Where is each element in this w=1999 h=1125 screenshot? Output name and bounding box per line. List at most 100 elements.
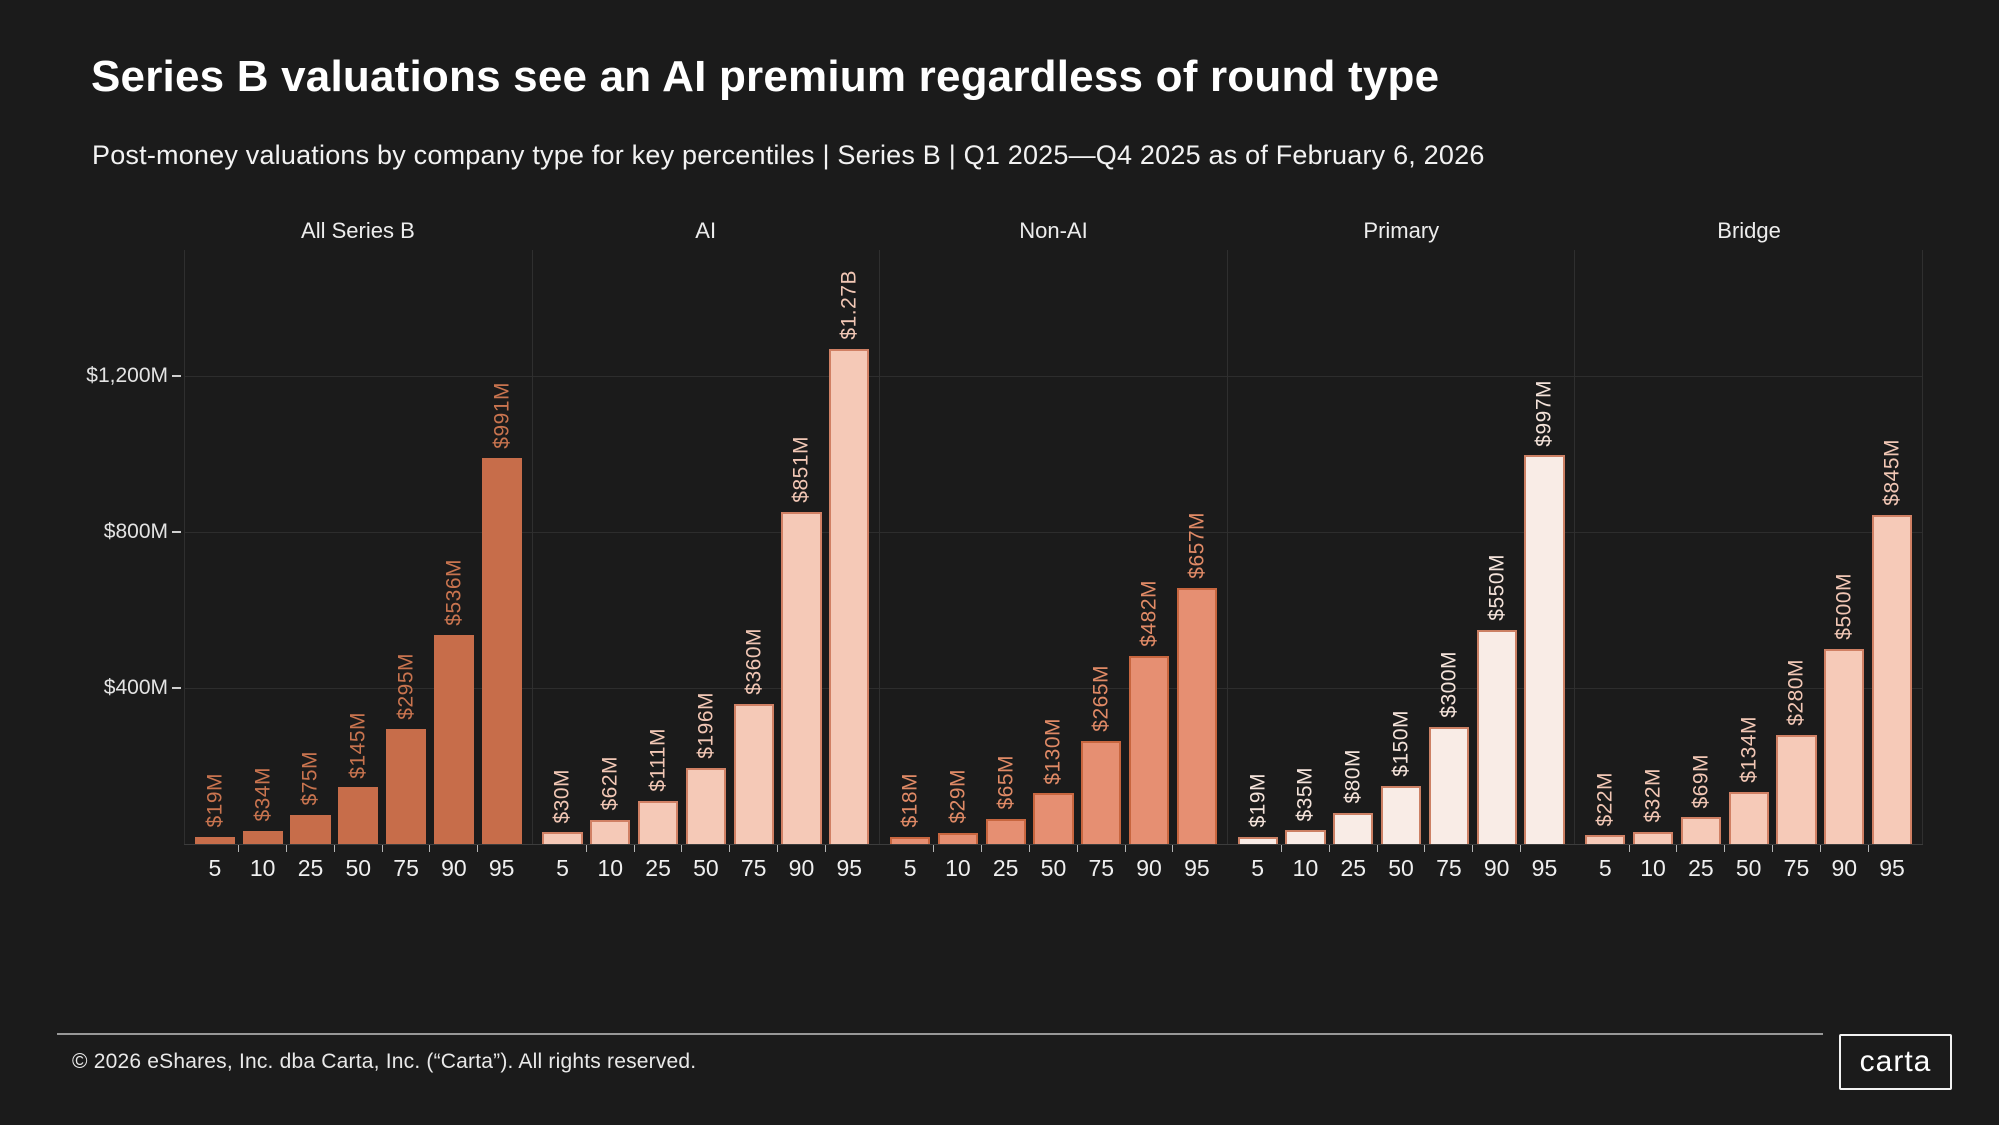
x-axis-tick <box>1676 845 1678 852</box>
bar-non-ai-p5 <box>890 836 931 844</box>
bar-slot: $845M 95 <box>1867 250 1916 881</box>
bar-value-label: $280M <box>1784 659 1808 726</box>
bar-primary-p50 <box>1380 785 1422 844</box>
percentile-label: 90 <box>1831 855 1858 881</box>
bar-value-label: $295M <box>394 653 418 720</box>
x-axis-tick <box>1328 845 1330 852</box>
panel-all-series-b: $19M 5 $34M 10 $75M 25 $145M 50 $295M 75 $536M 90 $9… <box>184 250 532 881</box>
bar-value-label: $550M <box>1485 553 1509 621</box>
percentile-label: 95 <box>1184 855 1210 881</box>
bar-slot: $32M 10 <box>1628 250 1677 881</box>
panel-primary: $19M 5 $35M 10 $80M 25 $150M 50 $300M 75 $550M 90 $9… <box>1226 250 1575 881</box>
bar-all-series-b-p10 <box>242 830 283 844</box>
bar-bridge-p75 <box>1776 734 1817 844</box>
percentile-label: 10 <box>597 855 624 881</box>
bar-value-label: $62M <box>598 756 622 811</box>
x-axis-tick <box>1281 845 1283 852</box>
x-axis-tick <box>681 845 683 852</box>
x-axis-tick <box>1472 845 1474 852</box>
x-axis-tick <box>1172 845 1174 852</box>
bar-value-label: $130M <box>1041 717 1065 785</box>
bar-value-label: $34M <box>251 767 275 822</box>
group-header-primary: Primary <box>1363 218 1440 243</box>
percentile-label: 25 <box>1688 855 1714 881</box>
percentile-label: 75 <box>1088 855 1115 881</box>
percentile-label: 95 <box>1531 855 1558 881</box>
bar-value-label: $482M <box>1137 580 1161 648</box>
bar-non-ai-p50 <box>1033 793 1074 844</box>
percentile-label: 5 <box>208 855 222 881</box>
x-axis-tick <box>429 845 431 852</box>
bar-all-series-b-p5 <box>194 836 235 844</box>
x-axis-tick <box>333 845 335 852</box>
percentile-label: 10 <box>249 855 276 881</box>
percentile-label: 5 <box>556 855 569 881</box>
bar-slot: $295M 75 <box>381 250 430 881</box>
percentile-label: 50 <box>345 855 372 881</box>
group-header-row: All Series B AI Non-AI Primary Bridge <box>184 218 1923 248</box>
bar-slot: $75M 25 <box>286 250 335 881</box>
bar-all-series-b-p75 <box>386 728 427 844</box>
percentile-label: 10 <box>1640 855 1666 881</box>
bar-non-ai-p95 <box>1176 587 1217 844</box>
bar-slot: $62M 10 <box>585 250 634 881</box>
bar-ai-p50 <box>685 767 726 844</box>
bar-slot: $19M 5 <box>191 250 239 881</box>
bar-all-series-b-p90 <box>433 635 474 844</box>
x-axis-tick <box>1029 845 1031 852</box>
bar-slot: $65M 25 <box>981 250 1030 881</box>
bar-bridge-p50 <box>1728 791 1769 844</box>
panel-bridge: $22M 5 $32M 10 $69M 25 $134M 50 $280M 75 $500M 90 $8… <box>1574 250 1923 881</box>
bar-ai-p90 <box>781 512 822 844</box>
bar-slot: $482M 90 <box>1124 250 1173 881</box>
plot-area: $400M $800M $1,200M $19M 5 $34M 10 $75M 25 $145M… <box>86 250 1923 881</box>
percentile-label: 5 <box>1598 855 1612 881</box>
carta-logo-text: carta <box>1859 1045 1932 1078</box>
bar-slot: $22M 5 <box>1581 250 1629 881</box>
percentile-label: 25 <box>992 855 1019 881</box>
x-axis-tick <box>238 845 240 852</box>
bar-value-label: $536M <box>442 559 466 627</box>
bar-slot: $30M 5 <box>539 250 587 881</box>
y-axis-label: $400M <box>103 676 168 700</box>
bar-non-ai-p10 <box>937 832 978 844</box>
percentile-label: 10 <box>945 855 971 881</box>
chart-subtitle: Post-money valuations by company type fo… <box>92 140 1485 170</box>
y-axis-label: $800M <box>103 520 168 544</box>
group-header-ai: AI <box>695 218 717 243</box>
bar-value-label: $65M <box>994 755 1018 810</box>
bar-value-label: $69M <box>1689 753 1713 809</box>
percentile-label: 75 <box>393 855 419 881</box>
x-axis-tick <box>1819 845 1821 852</box>
bar-slot: $134M 50 <box>1724 250 1773 881</box>
bar-value-label: $111M <box>646 728 670 792</box>
bar-slot: $300M 75 <box>1424 250 1473 881</box>
bar-ai-p5 <box>542 832 583 844</box>
bar-ai-p75 <box>733 703 774 844</box>
y-axis-label: $1,200M <box>86 364 168 388</box>
carta-logo: carta <box>1839 1034 1952 1090</box>
bar-slot: $657M 95 <box>1172 250 1221 881</box>
percentile-label: 25 <box>297 855 324 881</box>
bar-value-label: $360M <box>742 627 766 695</box>
bar-primary-p10 <box>1285 830 1326 844</box>
x-axis-tick <box>1424 845 1426 852</box>
bar-bridge-p95 <box>1871 514 1913 844</box>
bar-slot: $997M 95 <box>1520 250 1569 881</box>
bar-value-label: $19M <box>1246 773 1270 828</box>
bar-slot: $29M 10 <box>933 250 982 881</box>
percentile-label: 50 <box>1735 855 1762 881</box>
x-axis-tick <box>933 845 935 852</box>
x-axis-tick <box>1376 845 1378 852</box>
bar-primary-p5 <box>1237 836 1278 844</box>
bar-value-label: $30M <box>550 768 574 824</box>
x-axis-tick <box>729 845 731 852</box>
group-header-all-series-b: All Series B <box>301 218 415 243</box>
bar-value-label: $300M <box>1437 651 1461 719</box>
bar-value-label: $75M <box>298 751 322 806</box>
bar-slot: $1.27B 95 <box>824 250 873 881</box>
bar-slot: $991M 95 <box>477 250 526 881</box>
bar-slot: $19M 5 <box>1234 250 1282 881</box>
bar-slot: $34M 10 <box>238 250 287 881</box>
